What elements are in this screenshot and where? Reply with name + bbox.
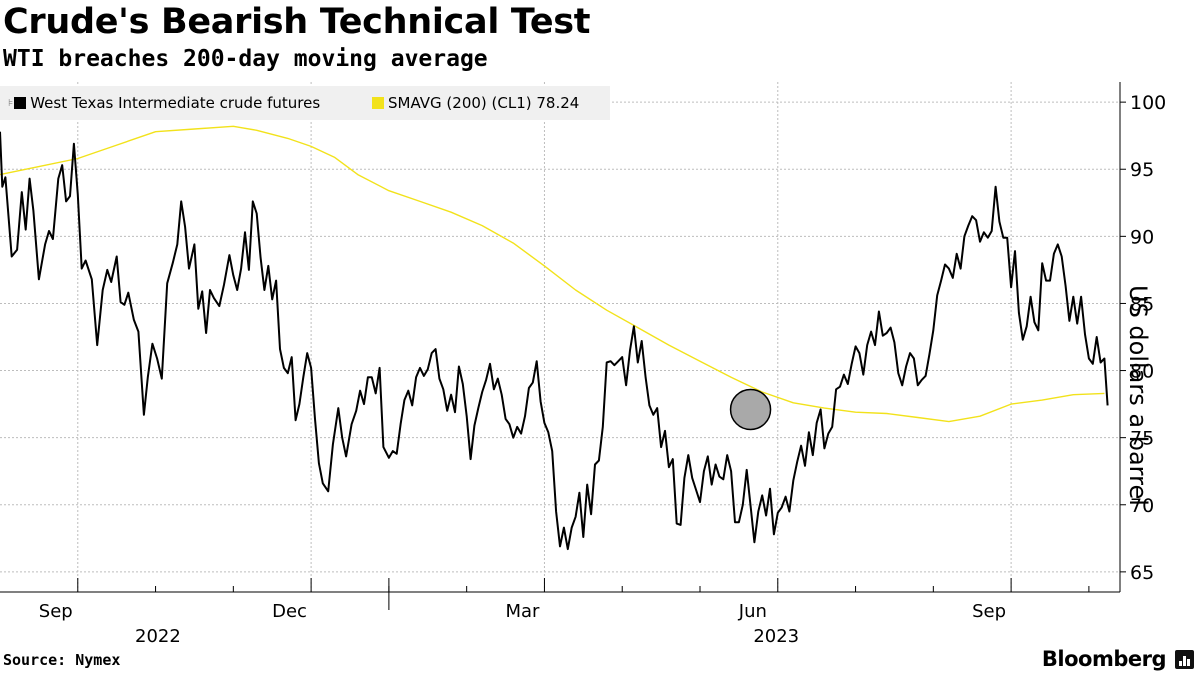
x-tick-label: Sep [39, 601, 73, 622]
year-label: 2022 [135, 626, 181, 647]
bloomberg-bars-icon [1175, 650, 1194, 669]
brand-logo: Bloomberg [1041, 647, 1167, 671]
legend-item-sma[interactable]: SMAVG (200) (CL1) 78.24 [372, 86, 579, 120]
y-tick-label: 65 [1130, 562, 1154, 584]
x-tick-label: Jun [738, 601, 767, 622]
axis-layer [0, 82, 1126, 610]
chart-subtitle: WTI breaches 200-day moving average [3, 46, 488, 72]
legend-label-wti: West Texas Intermediate crude futures [30, 94, 321, 112]
legend-swatch-sma [372, 97, 384, 109]
series-line-sma [0, 125, 1105, 423]
series-layer [0, 125, 1109, 551]
series-line-wti [0, 131, 1109, 551]
x-tick-label: Sep [972, 601, 1006, 622]
y-tick-label: 100 [1130, 92, 1166, 114]
chart-title: Crude's Bearish Technical Test [3, 2, 591, 42]
legend-handle-icon: ⊧ [8, 97, 14, 109]
y-tick-label: 75 [1130, 428, 1154, 450]
legend: ⊧ West Texas Intermediate crude futures … [0, 86, 610, 120]
x-tick-label: Dec [272, 601, 307, 622]
crossover-marker [729, 388, 772, 431]
y-tick-label: 70 [1130, 495, 1154, 517]
year-label: 2023 [753, 626, 799, 647]
y-tick-label: 95 [1130, 159, 1154, 181]
y-tick-label: 85 [1130, 293, 1154, 315]
grid-layer [0, 82, 1120, 592]
y-axis-title: US dollars a barrel [1124, 285, 1152, 506]
label-layer: 65 70 75 80 85 90 95 100 Sep Dec Mar Jun Sep 2022 2023 [39, 92, 1166, 647]
source-note: Source: Nymex [3, 651, 121, 669]
legend-label-sma: SMAVG (200) (CL1) 78.24 [388, 94, 580, 112]
y-tick-label: 80 [1130, 361, 1154, 383]
legend-swatch-wti [14, 97, 27, 109]
x-tick-label: Mar [505, 601, 540, 622]
legend-item-wti[interactable]: ⊧ West Texas Intermediate crude futures [8, 86, 320, 120]
y-tick-label: 90 [1130, 226, 1154, 248]
annotation-layer [729, 388, 772, 431]
